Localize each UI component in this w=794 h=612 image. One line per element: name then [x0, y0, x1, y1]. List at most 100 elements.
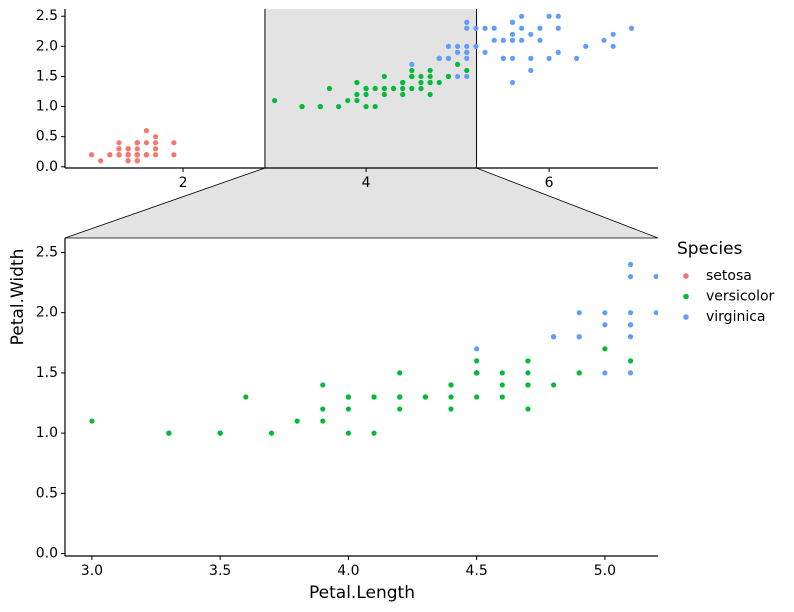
- point: [454, 43, 461, 49]
- point: [519, 25, 525, 31]
- point: [628, 25, 635, 31]
- point: [627, 322, 634, 328]
- y-tick-label: 2.5: [36, 8, 58, 24]
- point: [627, 310, 634, 316]
- point: [445, 55, 452, 61]
- point: [134, 158, 140, 164]
- point: [125, 152, 131, 158]
- point: [320, 418, 326, 424]
- point: [116, 152, 122, 158]
- point: [499, 370, 505, 376]
- y-tick-label: 1.5: [36, 68, 58, 84]
- x-tick-label: 4: [362, 175, 371, 191]
- point: [573, 55, 580, 61]
- x-tick-label: 3.0: [81, 563, 103, 579]
- point: [409, 67, 415, 74]
- points: [89, 261, 787, 436]
- point: [418, 79, 424, 86]
- point: [474, 394, 480, 400]
- point: [418, 73, 424, 80]
- legend-marker: [683, 314, 689, 320]
- point: [171, 152, 177, 158]
- point: [474, 346, 480, 352]
- point: [464, 43, 470, 49]
- point: [546, 13, 552, 19]
- point: [627, 273, 634, 280]
- point: [482, 49, 488, 55]
- point: [499, 394, 505, 400]
- y-tick-label: 0.0: [36, 546, 58, 562]
- point: [354, 91, 360, 98]
- point: [464, 25, 470, 31]
- point: [454, 73, 461, 80]
- point: [509, 37, 516, 43]
- point: [134, 146, 140, 152]
- point: [448, 406, 454, 412]
- x-tick-label: 6: [545, 175, 554, 191]
- point: [354, 79, 360, 86]
- point: [610, 43, 616, 49]
- point: [445, 43, 452, 49]
- y-tick-label: 1.0: [36, 425, 58, 441]
- point: [363, 91, 369, 98]
- point: [525, 358, 531, 364]
- point: [294, 418, 300, 424]
- point: [576, 334, 582, 340]
- point: [555, 49, 561, 55]
- point: [500, 37, 506, 43]
- y-tick-label: 1.0: [36, 99, 58, 115]
- point: [464, 55, 470, 61]
- point: [528, 31, 534, 37]
- y-tick-label: 2.5: [36, 244, 58, 260]
- point: [602, 346, 608, 352]
- point: [509, 55, 516, 61]
- point: [143, 152, 150, 158]
- x-tick-label: 5.0: [594, 563, 616, 579]
- point: [509, 31, 516, 37]
- point: [627, 261, 634, 268]
- point: [299, 103, 305, 110]
- point: [555, 13, 561, 19]
- point: [326, 85, 333, 92]
- point: [653, 273, 658, 280]
- point: [756, 334, 761, 339]
- point: [731, 334, 736, 339]
- point: [448, 394, 454, 400]
- point: [320, 406, 326, 412]
- point: [152, 146, 159, 152]
- point: [372, 85, 378, 92]
- point: [454, 61, 461, 68]
- point: [125, 146, 131, 152]
- x-tick-label: 3.5: [209, 563, 231, 579]
- point: [782, 274, 787, 279]
- point: [537, 37, 543, 43]
- y-tick-label: 2.0: [36, 305, 58, 321]
- legend-label: setosa: [706, 268, 752, 284]
- point: [143, 128, 150, 134]
- point: [107, 152, 113, 158]
- point: [422, 394, 428, 400]
- point: [217, 430, 223, 436]
- x-tick-label: 2: [179, 175, 188, 191]
- legend-label: versicolor: [706, 289, 775, 305]
- point: [756, 262, 761, 267]
- point: [756, 262, 761, 267]
- point: [436, 79, 442, 86]
- point: [134, 140, 140, 146]
- y-tick-label: 0.5: [36, 485, 58, 501]
- point: [519, 13, 525, 19]
- point: [610, 31, 616, 37]
- point: [317, 103, 323, 110]
- point: [371, 430, 377, 436]
- point: [116, 140, 122, 146]
- point: [345, 394, 352, 400]
- point: [454, 49, 461, 55]
- point: [381, 91, 387, 98]
- point: [464, 73, 470, 80]
- point: [400, 79, 406, 86]
- point: [427, 73, 433, 80]
- point: [143, 140, 150, 146]
- point: [528, 55, 534, 61]
- point: [482, 25, 488, 31]
